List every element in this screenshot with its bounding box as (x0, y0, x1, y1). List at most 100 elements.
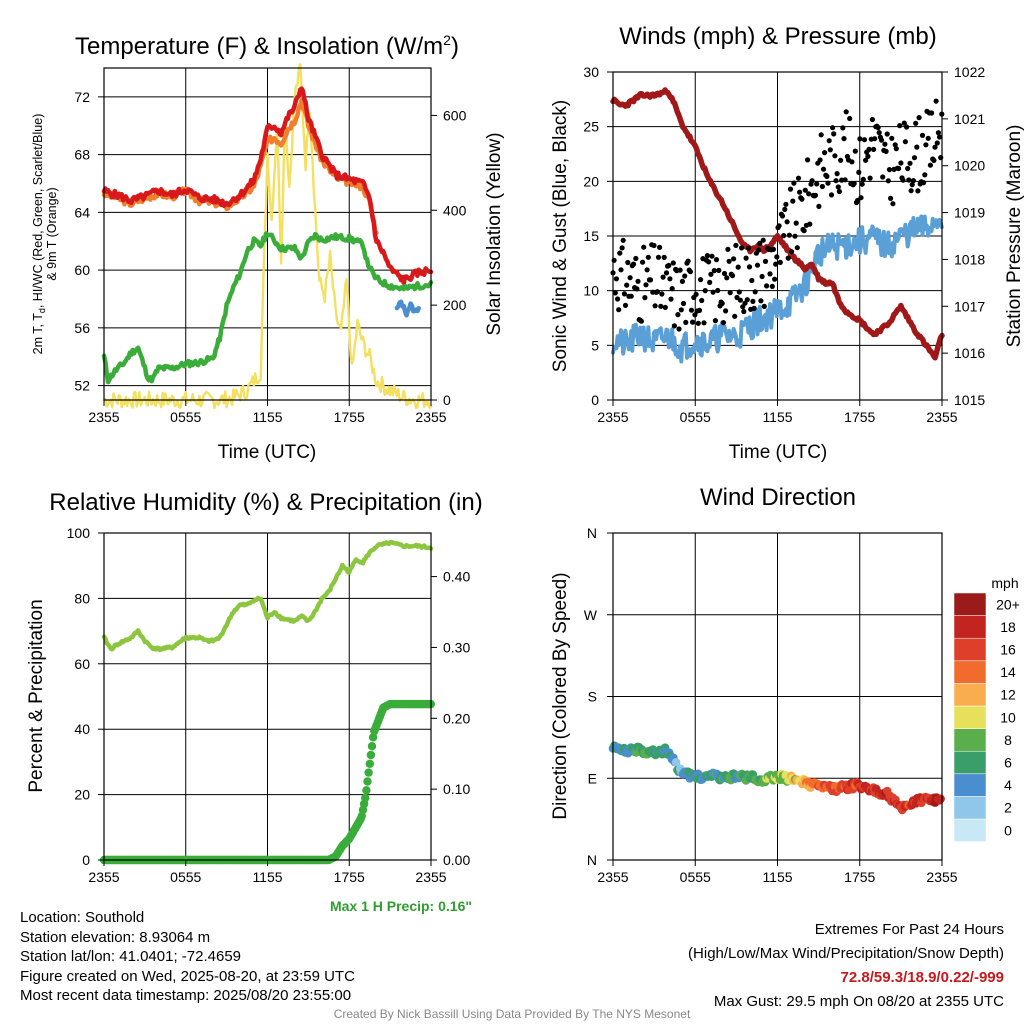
gust-point (627, 275, 633, 281)
gust-point (659, 291, 665, 297)
wdir-ytick-label: E (588, 770, 597, 786)
gust-point (857, 136, 863, 142)
gust-point (863, 157, 869, 163)
temp-title: Temperature (F) & Insolation (W/m2) (75, 32, 459, 60)
gust-point (690, 319, 696, 325)
gust-point (772, 276, 778, 282)
gust-point (791, 180, 797, 186)
gust-point (866, 146, 872, 152)
gust-point (908, 188, 914, 194)
legend-swatch (953, 796, 987, 820)
dewpoint-line (101, 231, 434, 385)
rh-ytick-label: 60 (74, 656, 90, 672)
gust-point (933, 98, 939, 104)
legend-label: 16 (1000, 642, 1016, 658)
gust-point (716, 267, 722, 273)
gust-point (913, 120, 919, 126)
gust-point (783, 201, 789, 207)
gust-point (663, 270, 670, 276)
gust-point (764, 283, 770, 289)
gust-point (727, 290, 733, 296)
gust-point (707, 279, 713, 285)
gust-point (882, 141, 888, 147)
legend-label: 4 (1004, 777, 1012, 793)
gust-point (856, 169, 862, 175)
wdir-xtick-label: 1155 (762, 869, 792, 885)
gust-point (713, 257, 720, 263)
temp-ytick-right-label: 600 (443, 107, 467, 123)
gust-point (687, 269, 694, 275)
gust-point (752, 289, 758, 295)
gust-point (782, 206, 788, 212)
gust-point (932, 144, 938, 150)
gust-point (715, 287, 721, 294)
temp-ytick-right-label: 0 (443, 392, 451, 408)
gust-point (737, 297, 744, 303)
winds-xtick-label: 1755 (844, 409, 875, 425)
gust-point (776, 223, 782, 229)
gust-point (835, 184, 841, 190)
winds-ytick-label: 15 (583, 228, 599, 244)
winds-ytick-label: 20 (583, 173, 599, 189)
temp-xtick-label: 0555 (170, 409, 201, 425)
extremes-block: Extremes For Past 24 Hours (High/Low/Max… (688, 918, 1004, 1014)
gust-point (688, 307, 695, 313)
gust-point (916, 115, 922, 121)
gust-point (836, 188, 843, 195)
gust-point (746, 264, 753, 270)
gust-point (667, 276, 673, 282)
gust-point (812, 192, 819, 198)
gust-point (615, 296, 621, 302)
gust-point (658, 303, 664, 309)
wdir-ytick-label: S (588, 689, 597, 705)
rh-ytick-label: 40 (74, 721, 90, 737)
gust-point (692, 312, 698, 318)
gust-point (770, 246, 777, 252)
gust-point (909, 182, 915, 188)
gust-point (621, 291, 628, 297)
winds-ytick-label: 0 (591, 392, 599, 408)
gust-point (724, 275, 730, 281)
gust-point (773, 261, 779, 267)
windchill-line (394, 299, 421, 318)
legend-unit: mph (991, 575, 1018, 591)
station-info: Location: Southold Station elevation: 8.… (20, 908, 355, 1006)
gust-point (617, 250, 623, 256)
gust-point (883, 148, 889, 154)
wdir-xtick-label: 2355 (597, 869, 628, 885)
gust-point (745, 245, 752, 251)
winds-ytick-label: 10 (583, 283, 599, 299)
rh-ylabel-left: Percent & Precipitation (26, 599, 47, 792)
rh-ytick-right-label: 0.00 (443, 852, 470, 868)
gust-point (761, 303, 767, 309)
gust-point (695, 320, 701, 326)
precip-point (365, 759, 374, 768)
gust-point (660, 274, 666, 280)
temp-ytick-label: 56 (74, 320, 90, 336)
gust-point (832, 153, 838, 159)
gust-point (651, 242, 657, 249)
gust-point (809, 178, 815, 184)
gust-point (633, 255, 639, 262)
winds-xtick-label: 1155 (762, 409, 792, 425)
gust-point (756, 247, 762, 253)
gust-point (858, 195, 864, 201)
winds-ylabel-right: Station Pressure (Maroon) (1004, 125, 1024, 348)
gust-point (644, 267, 650, 273)
gust-point (824, 173, 830, 179)
gust-point (888, 195, 894, 201)
gust-point (802, 187, 808, 193)
wdir-ylabel-left: Direction (Colored By Speed) (550, 572, 571, 819)
gust-point (741, 308, 747, 315)
legend-label: 8 (1004, 732, 1012, 748)
max-gust-text: Max Gust: 29.5 mph On 08/20 at 2355 UTC (713, 993, 1004, 1010)
gust-point (826, 138, 832, 144)
rh-xtick-label: 1155 (252, 869, 282, 885)
gust-point (867, 175, 873, 181)
gust-point (635, 278, 641, 284)
gust-point (807, 221, 813, 227)
rh-ytick-right-label: 0.10 (443, 781, 470, 797)
legend-label: 18 (1000, 619, 1016, 635)
gust-point (915, 188, 921, 194)
gust-point (640, 259, 646, 265)
